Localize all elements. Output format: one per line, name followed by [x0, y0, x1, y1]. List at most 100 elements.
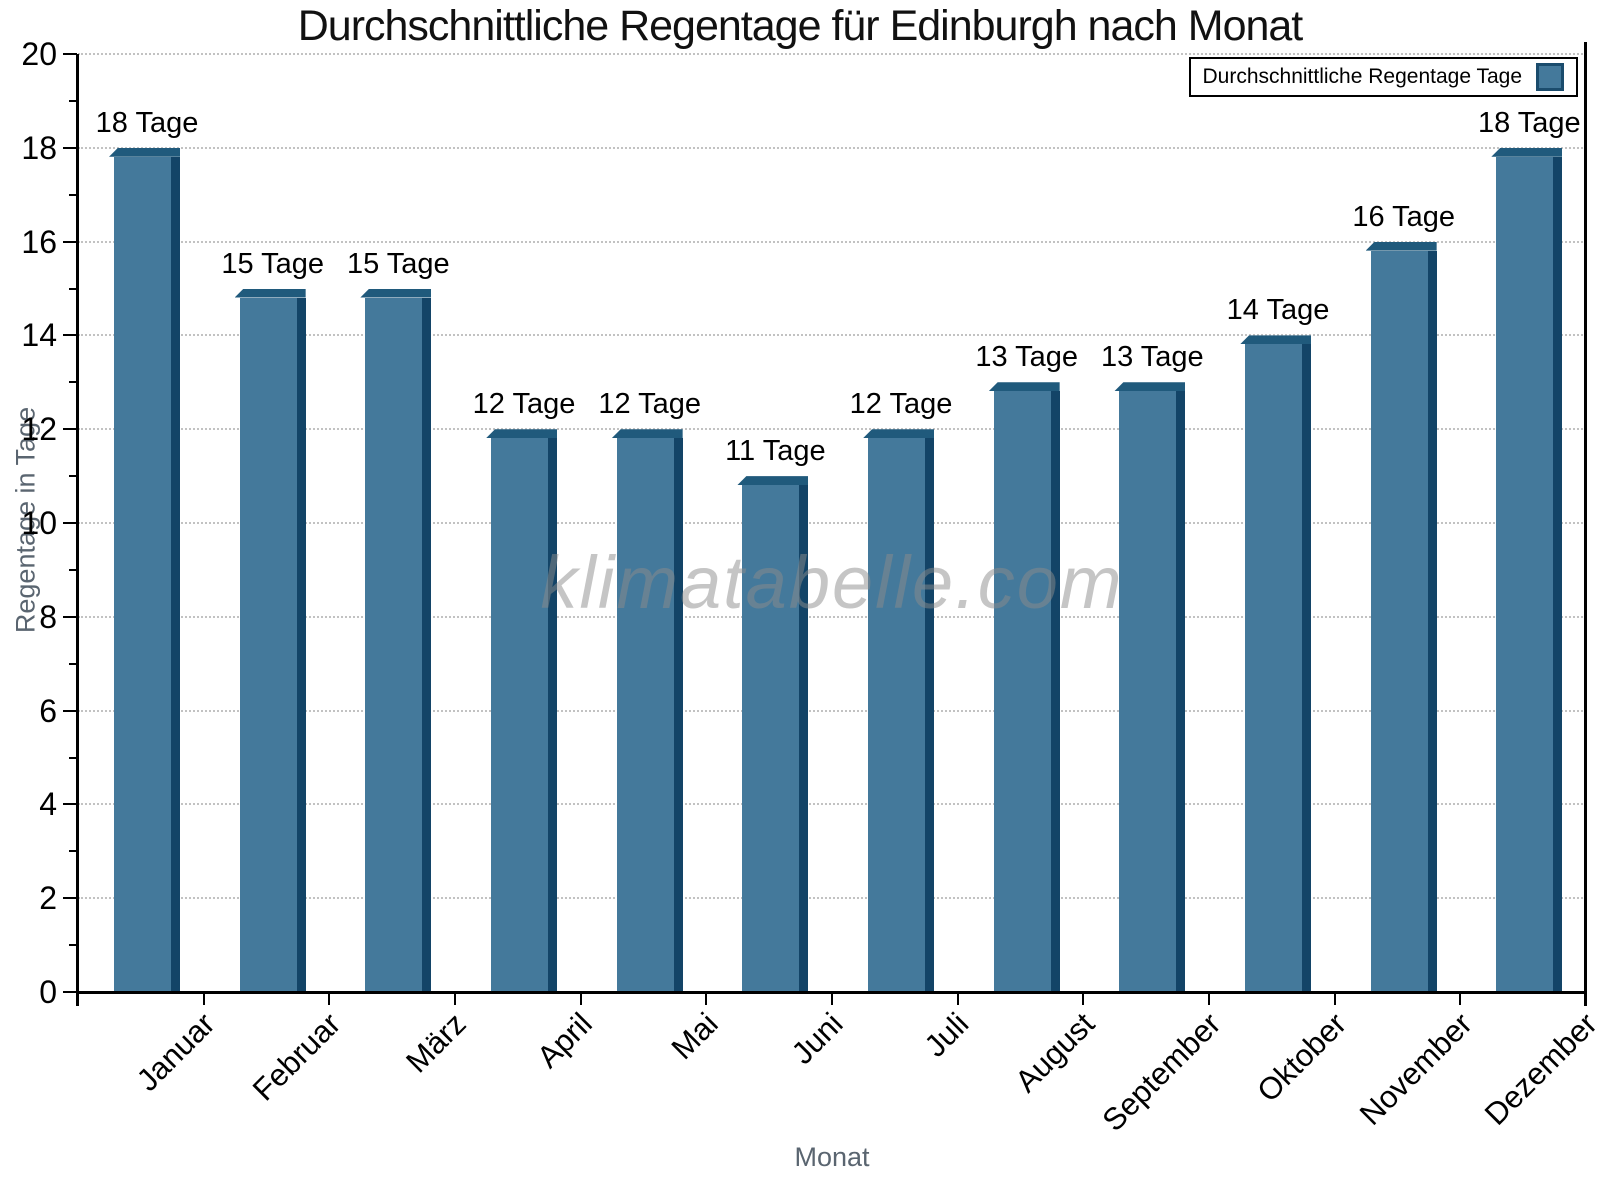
legend-swatch-icon: [1536, 63, 1564, 91]
x-tick-label: Juli: [917, 1006, 976, 1064]
bar-value-label: 14 Tage: [1226, 294, 1330, 327]
bar-side-face: [1427, 250, 1437, 994]
bar-juni: [737, 476, 809, 994]
x-tick-label: Juni: [784, 1006, 850, 1071]
y-axis-minor-tick: [69, 99, 77, 102]
x-tick-label: Mai: [664, 1006, 725, 1067]
bar-top-face: [1365, 241, 1437, 251]
x-tick-label: August: [1008, 1006, 1102, 1099]
x-axis-tick: [454, 992, 456, 1005]
bar-value-label: 11 Tage: [725, 435, 826, 468]
x-axis-line: [76, 991, 1586, 994]
y-axis-tick: [63, 428, 77, 431]
bar-side-face: [673, 438, 683, 994]
bar-front-face: [239, 297, 297, 992]
y-tick-label: 12: [21, 411, 57, 448]
gridline: [78, 334, 1586, 337]
bar-front-face: [1370, 250, 1428, 992]
x-tick-label: April: [529, 1006, 599, 1075]
y-axis-tick: [63, 615, 77, 618]
bar-side-face: [296, 297, 306, 994]
y-axis-tick: [63, 991, 77, 993]
bar-top-face: [1491, 147, 1563, 157]
bar-value-label: 16 Tage: [1352, 200, 1455, 233]
y-tick-label: 0: [39, 974, 57, 1010]
bar-front-face: [616, 438, 674, 992]
bar-value-label: 12 Tage: [472, 388, 576, 421]
x-axis-tick: [956, 992, 959, 1005]
gridline: [78, 803, 1586, 806]
y-tick-label: 16: [21, 223, 57, 260]
y-axis-minor-tick: [69, 287, 77, 290]
bar-top-face: [234, 288, 306, 298]
bar-januar: [109, 147, 180, 994]
bar-side-face: [799, 485, 809, 994]
x-tick-label: Januar: [129, 1006, 222, 1098]
plot-area: klimatabelle.com 0 2 4 6 8 10 12 14 16 18 20 18 Tag…: [21, 36, 1600, 1138]
bar-front-face: [491, 438, 548, 992]
bar-side-face: [422, 297, 432, 994]
x-axis-title: Monat: [794, 1142, 870, 1172]
bar-september: [1114, 382, 1186, 994]
bar-dezember: [1491, 147, 1563, 994]
bar-side-face: [925, 438, 934, 994]
bar-side-face: [1553, 156, 1563, 994]
y-axis-line: [76, 54, 79, 1006]
y-tick-label: 2: [39, 880, 57, 917]
y-axis-tick: [63, 897, 77, 900]
chart-title: Durchschnittliche Regentage für Edinburg…: [297, 2, 1304, 50]
x-axis-tick: [831, 992, 833, 1005]
y-axis-minor-tick: [69, 193, 77, 196]
bar-front-face: [114, 156, 171, 992]
x-axis-tick: [202, 992, 205, 1005]
bar-top-face: [863, 429, 934, 439]
bar-top-face: [486, 429, 557, 439]
bar-top-face: [360, 288, 432, 298]
bar-front-face: [742, 485, 800, 992]
x-tick-label: Oktober: [1249, 1006, 1353, 1109]
bar-front-face: [868, 438, 925, 992]
bar-value-label: 12 Tage: [598, 388, 701, 421]
bar-top-face: [737, 476, 809, 486]
bar-juli: [863, 429, 934, 994]
legend-label: Durchschnittliche Regentage Tage: [1202, 65, 1522, 88]
bar-top-face: [109, 147, 180, 157]
bar-value-label: 13 Tage: [1100, 341, 1204, 374]
y-axis-minor-tick: [69, 944, 77, 947]
bar-april: [486, 429, 557, 994]
bar-side-face: [1302, 344, 1311, 994]
bar-side-face: [171, 156, 180, 994]
y-axis-minor-tick: [69, 475, 77, 478]
bar-top-face: [611, 429, 683, 439]
x-tick-label: Dezember: [1478, 1006, 1600, 1132]
y-axis-minor-tick: [69, 756, 77, 759]
bar-februar: [234, 288, 306, 994]
y-axis-tick: [63, 709, 77, 712]
y-tick-label: 10: [21, 505, 57, 541]
bar-value-label: 15 Tage: [221, 247, 324, 280]
y-axis-tick: [63, 240, 77, 243]
y-axis-tick: [63, 334, 77, 337]
bar-oktober: [1240, 335, 1311, 994]
y-axis-minor-tick: [69, 662, 77, 665]
gridline: [78, 615, 1586, 618]
x-tick-label: Februar: [245, 1006, 348, 1108]
y-axis-tick: [63, 803, 77, 806]
x-axis-tick: [1459, 992, 1462, 1005]
bar-value-label: 18 Tage: [95, 106, 199, 139]
bar-front-face: [1245, 344, 1302, 992]
gridline: [78, 709, 1586, 712]
gridline: [78, 146, 1586, 149]
x-tick-label: September: [1094, 1006, 1227, 1138]
y-tick-label: 18: [21, 129, 57, 166]
bar-front-face: [1119, 391, 1177, 992]
y-axis-tick: [63, 522, 77, 524]
plot-right-border: [1584, 42, 1587, 1006]
x-axis-tick: [1333, 992, 1336, 1005]
x-axis-tick: [1082, 992, 1085, 1005]
y-tick-label: 4: [39, 786, 57, 823]
y-tick-label: 8: [39, 598, 57, 635]
y-axis-minor-tick: [69, 568, 77, 571]
bar-side-face: [1176, 391, 1186, 994]
